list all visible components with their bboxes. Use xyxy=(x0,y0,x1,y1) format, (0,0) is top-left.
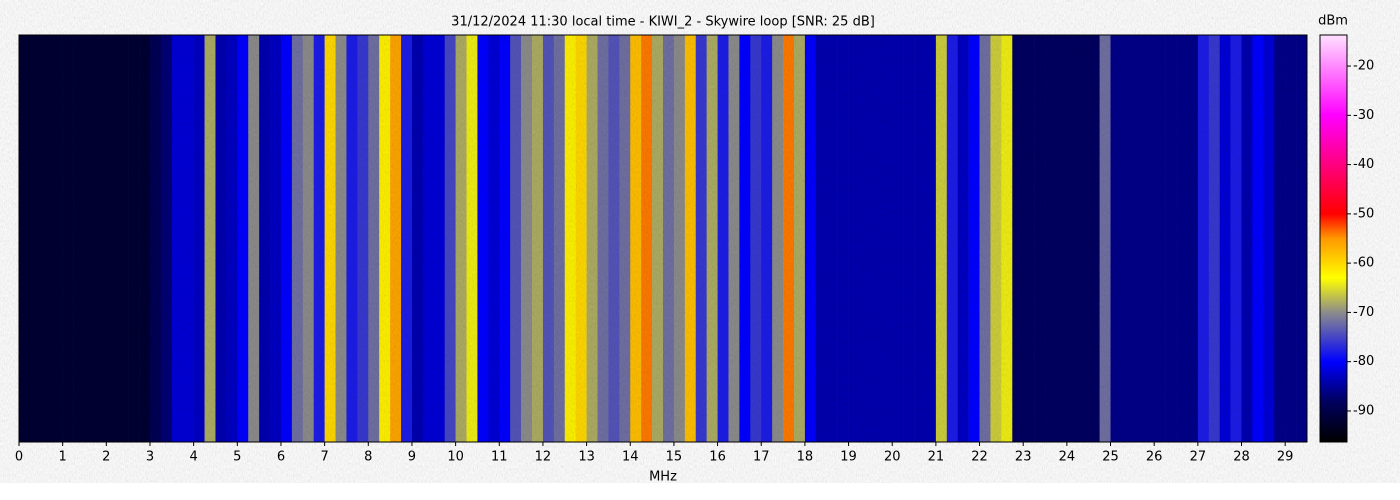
x-tick-label: 5 xyxy=(233,450,241,465)
x-tick-label: 7 xyxy=(320,450,328,465)
colorbar-tick-label: -60 xyxy=(1353,256,1374,271)
x-tick-label: 23 xyxy=(1015,450,1032,465)
x-tick-label: 9 xyxy=(408,450,416,465)
colorbar-tick-label: -80 xyxy=(1353,354,1374,369)
colorbar xyxy=(1319,34,1348,443)
x-tick-label: 26 xyxy=(1146,450,1163,465)
x-tick-label: 22 xyxy=(971,450,988,465)
x-tick-label: 28 xyxy=(1233,450,1250,465)
x-axis-label: MHz xyxy=(649,470,677,485)
x-tick-label: 4 xyxy=(190,450,198,465)
x-tick-label: 16 xyxy=(709,450,726,465)
colorbar-tick-label: -90 xyxy=(1353,403,1374,418)
colorbar-tick-label: -30 xyxy=(1353,108,1374,123)
x-tick-label: 11 xyxy=(491,450,508,465)
colorbar-tick-label: -40 xyxy=(1353,157,1374,172)
x-tick-label: 2 xyxy=(102,450,110,465)
x-tick-label: 24 xyxy=(1059,450,1076,465)
x-tick-label: 18 xyxy=(797,450,814,465)
x-tick-label: 29 xyxy=(1277,450,1294,465)
colorbar-tick-label: -70 xyxy=(1353,305,1374,320)
x-tick-label: 25 xyxy=(1102,450,1119,465)
x-tick-label: 6 xyxy=(277,450,285,465)
x-tick-label: 27 xyxy=(1190,450,1207,465)
x-tick-label: 10 xyxy=(447,450,464,465)
chart-title: 31/12/2024 11:30 local time - KIWI_2 - S… xyxy=(451,15,875,30)
x-tick-label: 3 xyxy=(146,450,154,465)
texture xyxy=(19,35,1307,442)
plot-frame xyxy=(18,34,1308,443)
colorbar-label: dBm xyxy=(1318,14,1348,29)
x-tick-label: 21 xyxy=(928,450,945,465)
x-tick-label: 8 xyxy=(364,450,372,465)
x-tick-label: 12 xyxy=(535,450,552,465)
x-tick-label: 0 xyxy=(15,450,23,465)
x-tick-label: 17 xyxy=(753,450,770,465)
x-tick-label: 20 xyxy=(884,450,901,465)
colorbar-tick-label: -20 xyxy=(1353,59,1374,74)
x-tick-label: 15 xyxy=(666,450,683,465)
colorbar-tick-label: -50 xyxy=(1353,206,1374,221)
x-tick-label: 13 xyxy=(578,450,595,465)
x-tick-label: 14 xyxy=(622,450,639,465)
x-tick-label: 1 xyxy=(59,450,67,465)
x-tick-label: 19 xyxy=(840,450,857,465)
